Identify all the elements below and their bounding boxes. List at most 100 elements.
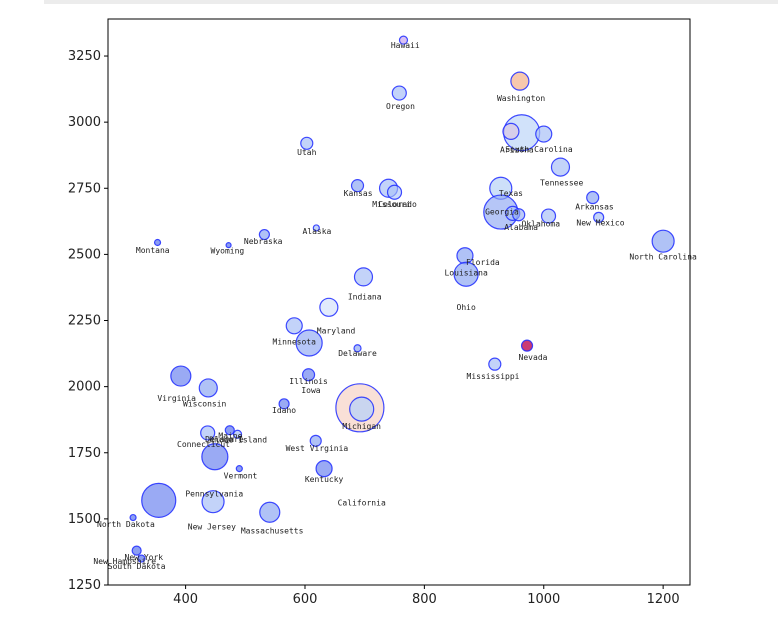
point-label-44: California: [338, 499, 386, 508]
data-point-39: [224, 425, 235, 436]
data-point-29: [353, 344, 362, 353]
data-point-7: [550, 157, 571, 177]
point-label-33: Wisconsin: [183, 399, 227, 408]
point-label-27: Delaware: [338, 349, 377, 358]
point-label-0: Hawaii: [391, 41, 420, 50]
data-point-0: [398, 35, 409, 45]
point-label-11: Arkansas: [575, 202, 614, 211]
point-label-13: Oklahoma: [522, 220, 561, 229]
data-point-27: [285, 317, 303, 335]
point-label-4: Arizona: [500, 146, 534, 155]
data-point-37: [278, 398, 290, 410]
point-label-49: New Hampshire: [93, 557, 156, 566]
y-tick-label-1: 1500: [68, 512, 101, 527]
point-label-20: Wyoming: [211, 247, 245, 256]
point-label-17: Nebraska: [244, 237, 283, 246]
data-point-12: [586, 190, 600, 205]
data-point-42: [201, 443, 229, 471]
data-point-43: [235, 465, 243, 473]
data-point-31: [488, 357, 502, 371]
data-point-17: [593, 211, 605, 223]
point-label-8: Colorado: [378, 200, 417, 209]
point-label-31: Iowa: [301, 386, 320, 395]
point-label-5: South Carolina: [505, 145, 573, 154]
point-label-19: Montana: [136, 246, 170, 255]
y-tick-label-4: 2250: [68, 314, 101, 329]
data-point-21: [153, 238, 162, 247]
data-point-49: [131, 545, 142, 556]
y-tick-label-8: 3250: [68, 49, 101, 64]
data-point-18: [312, 224, 320, 232]
ticks-layer: 400 600 800 1000 1200 1250 1500 1750 2000 2250 250…: [68, 49, 680, 607]
data-point-47: [259, 501, 281, 523]
point-label-25: Maryland: [317, 327, 356, 336]
y-tick-label-2: 1750: [68, 446, 101, 461]
point-label-41: Vermont: [224, 472, 258, 481]
point-label-7: Kansas: [344, 189, 373, 198]
data-point-20: [651, 229, 675, 253]
point-label-12: Georgia: [485, 208, 519, 217]
data-point-50: [137, 554, 146, 563]
data-point-30: [520, 339, 534, 352]
point-label-15: Alabama: [504, 223, 538, 232]
data-point-1: [510, 71, 530, 91]
point-label-21: Florida: [466, 258, 500, 267]
top-toolbar-strip: [44, 0, 778, 4]
y-tick-label-3: 2000: [68, 380, 101, 395]
point-label-46: New Jersey: [188, 522, 236, 531]
data-point-16: [540, 208, 557, 224]
point-label-26: Minnesota: [273, 337, 317, 346]
data-point-25: [353, 267, 374, 287]
x-tick-label-4: 1200: [647, 592, 680, 607]
point-label-28: Nevada: [519, 353, 548, 362]
point-label-34: Idaho: [272, 406, 296, 415]
data-point-5: [535, 125, 553, 143]
y-tick-label-5: 2500: [68, 247, 101, 262]
data-point-38: [200, 425, 216, 441]
data-point-41: [309, 434, 322, 447]
point-label-40: West Virginia: [286, 444, 349, 453]
data-point-26: [319, 297, 339, 317]
x-tick-label-3: 1000: [527, 592, 560, 607]
point-label-45: North Dakota: [97, 520, 155, 529]
data-point-15: [512, 208, 526, 222]
x-tick-label-1: 600: [293, 592, 318, 607]
data-point-24: [453, 261, 479, 287]
point-label-22: Louisiana: [444, 269, 488, 278]
data-point-46: [201, 490, 225, 514]
points-layer: [129, 35, 675, 563]
x-tick-label-2: 800: [412, 592, 437, 607]
data-point-2: [391, 85, 407, 101]
plot-frame: [107, 18, 691, 586]
point-label-35: Michigan: [342, 422, 381, 431]
point-label-23: Indiana: [348, 292, 382, 301]
point-label-16: Alaska: [302, 227, 331, 236]
point-label-1: Washington: [497, 94, 545, 103]
y-tick-label-7: 3000: [68, 115, 101, 130]
point-label-39: Connecticut: [177, 440, 230, 449]
data-point-36: [349, 396, 375, 422]
data-point-19: [258, 228, 270, 241]
point-label-2: Oregon: [386, 102, 415, 111]
data-point-6: [300, 136, 314, 150]
point-label-9: Missouri: [372, 200, 411, 209]
data-point-45: [141, 482, 177, 518]
point-label-38: Delaware: [205, 435, 244, 444]
data-point-40: [232, 429, 243, 439]
point-label-32: Virginia: [157, 394, 196, 403]
data-point-44: [315, 460, 333, 478]
data-point-10: [386, 184, 403, 200]
data-point-32: [170, 365, 192, 387]
data-point-28: [295, 329, 323, 357]
point-label-43: Pennsylvania: [185, 489, 243, 498]
y-tick-label-6: 2750: [68, 181, 101, 196]
point-label-50: South Dakota: [108, 562, 166, 571]
point-label-47: Massachusetts: [241, 526, 304, 535]
data-point-48: [129, 513, 137, 522]
point-label-37: Rhode Island: [209, 436, 267, 445]
point-label-6: Tennessee: [540, 179, 584, 188]
x-tick-label-0: 400: [173, 592, 198, 607]
point-label-29: Mississippi: [467, 372, 520, 381]
